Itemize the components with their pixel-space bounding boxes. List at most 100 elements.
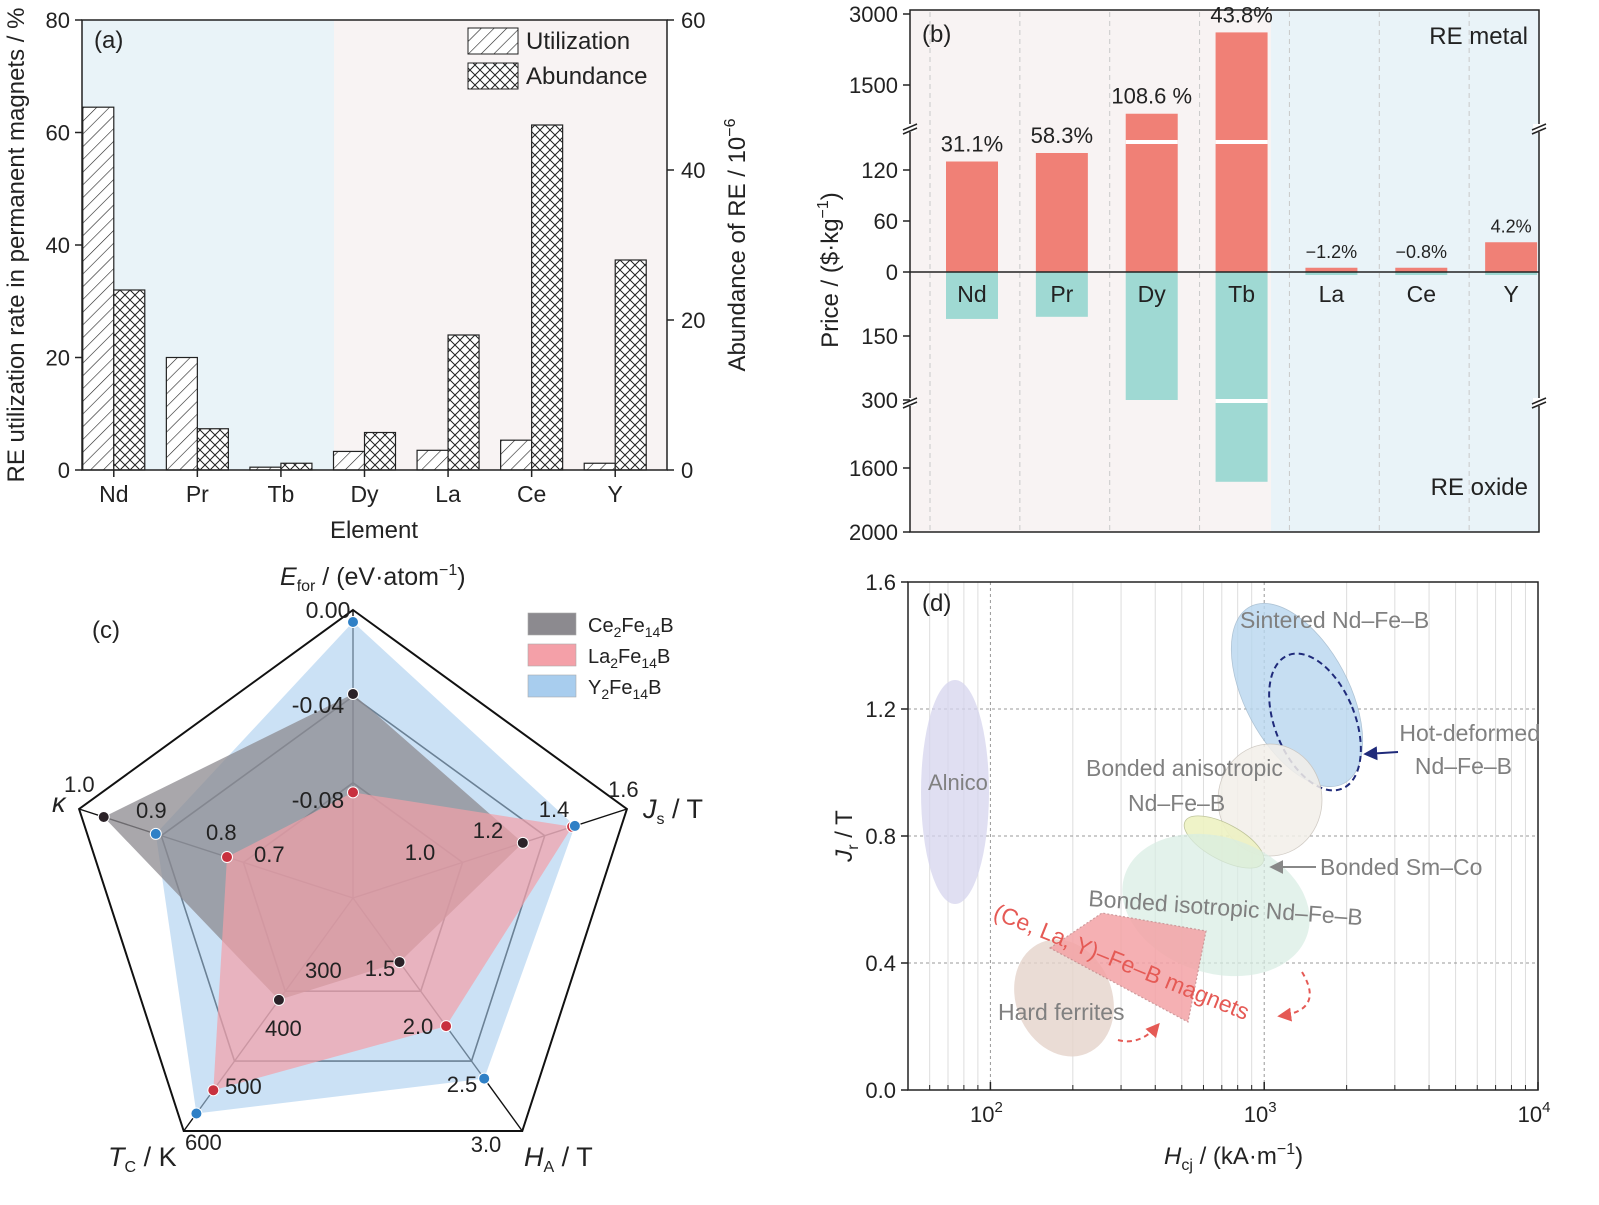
radar-axis-eform-tail: ) <box>457 563 465 591</box>
region-alnico <box>921 680 989 904</box>
panel-b-frame <box>909 9 1540 533</box>
annotation-tb: 43.8% <box>1210 2 1272 27</box>
y-tick-label-40: 40 <box>46 233 70 258</box>
radar-point-ce-1 <box>516 836 529 849</box>
panel-b-y-axis-label-tail: ) <box>817 192 844 200</box>
radar-tick-kappa-3: 0.7 <box>254 842 285 867</box>
hcj-tick-label-1: 103 <box>1244 1099 1277 1127</box>
radar-axis-tc-symbol: T <box>108 1142 127 1172</box>
label-bonded-smco: Bonded Sm–Co <box>1320 854 1482 880</box>
panel-d-y-symbol: J <box>831 849 858 863</box>
panel-b-label: (b) <box>922 21 951 48</box>
price-tick-label-120: 120 <box>861 158 898 183</box>
radar-axis-js-symbol: J <box>642 794 657 824</box>
legend-y-label-sub1: 2 <box>601 686 609 702</box>
radar-point-ce-4 <box>97 811 110 824</box>
legend-ce-label: Ce2Fe14B <box>588 615 674 640</box>
panel-b-axis-breaks <box>902 123 1547 409</box>
x-tick-label-tb: Tb <box>268 481 295 507</box>
panel-b-ticks: 0 60 120 1500 3000 150 300 1600 2000 <box>849 2 910 545</box>
legend-y-label-mid: Fe <box>609 677 632 699</box>
legend-abundance-label: Abundance <box>526 63 647 90</box>
panel-a-y2-axis-label: Abundance of RE / 10−6 <box>722 118 751 371</box>
legend-utilization-swatch <box>467 27 519 55</box>
annotation-pr: 58.3% <box>1031 123 1093 148</box>
label-alnico: Alnico <box>928 770 988 795</box>
jr-tick-label-0.4: 0.4 <box>865 951 896 976</box>
hcj-tick-base-0: 10 <box>970 1102 994 1127</box>
radar-tick-eform-1: -0.04 <box>292 692 345 718</box>
arrow-hot-deformed <box>1363 746 1399 761</box>
price-tick-label-60: 60 <box>874 209 898 234</box>
panel-b-top-label: RE metal <box>1429 23 1528 50</box>
panel-c-tick-labels: 0.00 -0.04 -0.08 1.6 1.4 1.2 1.0 3.0 2.5 2.0 1.5 60… <box>64 597 639 1157</box>
region-sintered-ndfeb <box>1230 602 1364 788</box>
panel-a-ticks: Nd Pr Tb Dy La Ce Y 0 20 40 60 80 0 20 40 60 <box>46 8 706 507</box>
radar-point-y-4 <box>149 827 162 840</box>
radar-tick-js-2: 1.2 <box>473 818 504 843</box>
panel-d-regions <box>921 602 1364 1057</box>
arrow-red-right <box>1277 971 1311 1022</box>
radar-axis-eform-symbol: E <box>280 563 297 591</box>
legend-la-label-sub2: 14 <box>641 655 657 671</box>
bar-abundance-y <box>614 259 647 471</box>
legend-utilization-label: Utilization <box>526 28 630 55</box>
price-tick-label-1500: 1500 <box>849 73 898 98</box>
legend-y-label-sub2: 14 <box>632 686 648 702</box>
radar-axis-title-eform: Efor / (eV·atom−1) <box>280 562 466 595</box>
legend-ce-label-sub2: 14 <box>645 624 661 640</box>
radar-axis-eform-sub: for <box>297 578 316 595</box>
jr-tick-label-0.8: 0.8 <box>865 824 896 849</box>
legend-ce-label-el: Ce <box>588 615 614 637</box>
region-bonded-anisotropic-ndfeb <box>1217 743 1323 857</box>
bar-oxide-pr <box>1035 272 1088 317</box>
bar-oxide-ce <box>1395 272 1448 275</box>
annotation-ce: −0.8% <box>1396 242 1448 262</box>
radar-axis-js-sub: s <box>657 811 665 828</box>
y2-tick-label-40: 40 <box>681 158 705 183</box>
label-hot-deformed-line2: Nd–Fe–B <box>1415 753 1512 779</box>
panel-b-y-axis-label: Price / ($·kg−1) <box>815 192 844 348</box>
radar-axis-tc-unit: / K <box>136 1142 177 1172</box>
radar-axis-ha-sub: A <box>544 1159 555 1176</box>
panel-a-y2-axis-label-exp: −6 <box>722 118 739 136</box>
price-oxide-tick-label-1600: 1600 <box>849 456 898 481</box>
bar-abundance-nd <box>113 289 146 471</box>
radar-axis-title-ha: HA / T <box>524 1142 593 1176</box>
radar-series-la <box>213 792 573 1091</box>
legend-la-label-sub1: 2 <box>610 655 618 671</box>
hcj-tick-base-2: 10 <box>1518 1102 1542 1127</box>
category-label-pr: Pr <box>1050 281 1073 307</box>
hcj-tick-exp-1: 3 <box>1268 1099 1276 1116</box>
panel-a-label: (a) <box>94 27 123 54</box>
legend-y-swatch <box>527 674 577 698</box>
x-tick-label-ce: Ce <box>517 481 546 507</box>
panel-b-y-axis-label-text: Price / ($·kg <box>817 218 844 347</box>
radar-axis-ha-symbol: H <box>524 1142 544 1172</box>
radar-tick-kappa-1: 0.9 <box>136 798 167 823</box>
hcj-tick-label-2: 104 <box>1518 1099 1551 1127</box>
panel-a: Nd Pr Tb Dy La Ce Y 0 20 40 60 80 0 20 40 60 (a) Utiliz… <box>3 8 751 544</box>
x-tick-label-dy: Dy <box>350 481 379 507</box>
panel-d-label: (d) <box>922 590 951 617</box>
radar-tick-eform-0: 0.00 <box>306 597 351 623</box>
bar-oxide-nd <box>946 272 998 319</box>
legend-ce-swatch <box>527 612 577 636</box>
panel-d-x-sub: cj <box>1181 1157 1193 1174</box>
radar-point-y-1 <box>568 819 581 832</box>
bar-utilization-pr <box>165 356 198 471</box>
panel-d-x-exp: −1 <box>1277 1141 1295 1158</box>
bar-oxide-break-tb <box>1215 399 1268 403</box>
panel-d-y-sub: r <box>845 844 862 850</box>
radar-axis-eform-unit: / (eV·atom <box>315 563 439 591</box>
radar-tick-kappa-0: 1.0 <box>64 772 95 797</box>
panel-d-x-unit: / (kA·m <box>1193 1143 1277 1170</box>
bar-oxide-dy <box>1125 272 1178 400</box>
legend-la-swatch <box>527 643 577 667</box>
price-tick-label-0: 0 <box>886 260 898 285</box>
radar-point-y-2 <box>478 1072 491 1085</box>
legend-y-label-el: Y <box>588 677 601 699</box>
legend-abundance-swatch <box>467 62 519 90</box>
